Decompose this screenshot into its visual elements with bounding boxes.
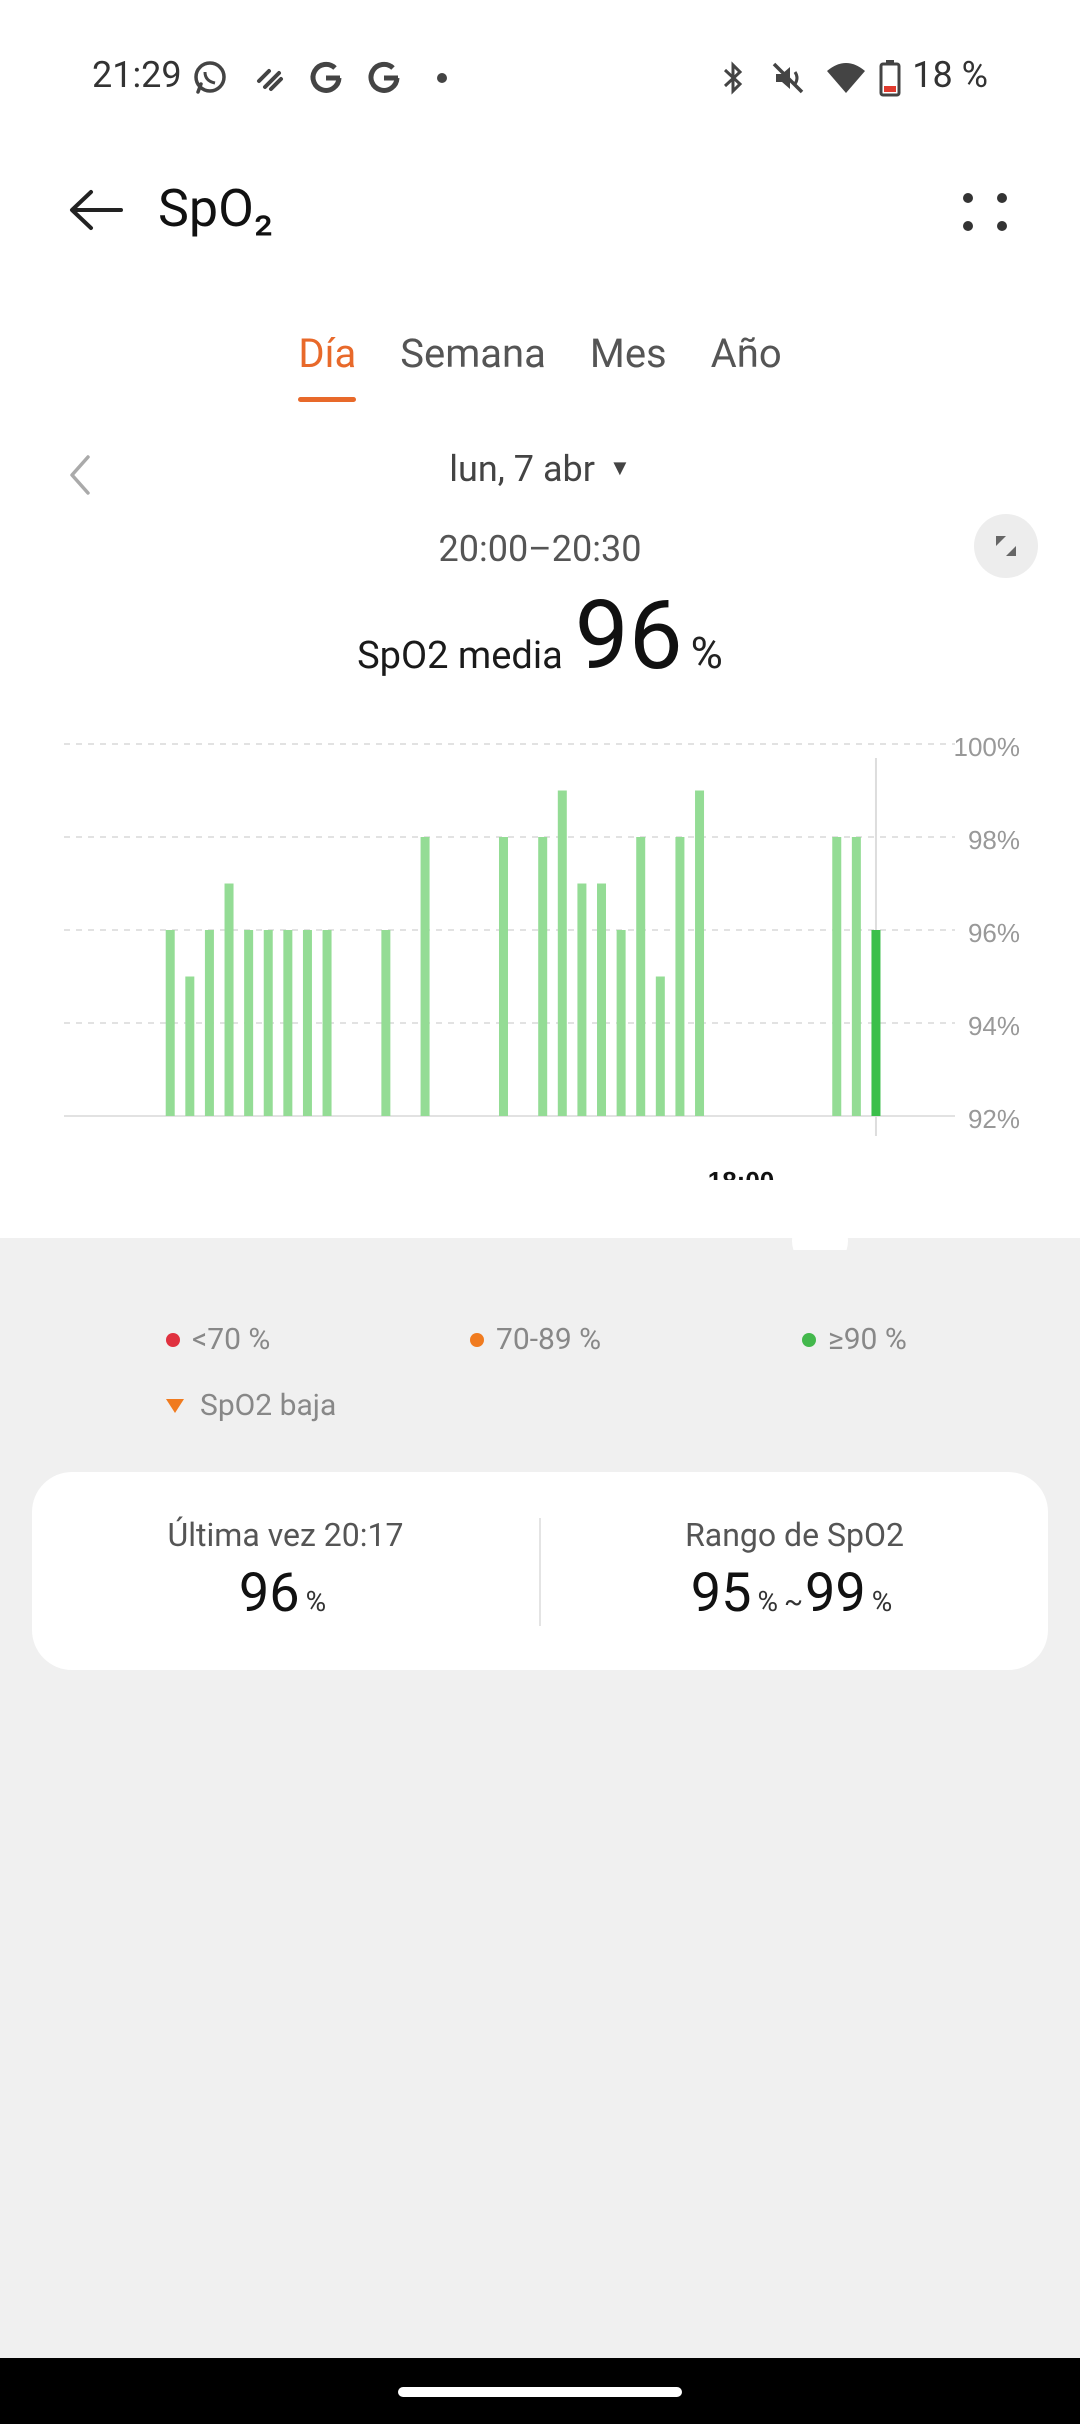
date-selector[interactable]: lun, 7 abr ▼ [0, 448, 1080, 490]
last-reading-label: Última vez 20:17 [167, 1516, 404, 1554]
average-label: SpO2 media [357, 634, 563, 678]
average-summary: SpO2 media 96% [0, 580, 1080, 692]
y-tick-label: 96% [968, 918, 1020, 948]
chart-bar [381, 930, 391, 1116]
chart-bar [204, 930, 214, 1116]
previous-day-button[interactable] [60, 450, 100, 500]
whatsapp-icon [190, 58, 230, 98]
selected-time-range: 20:00–20:30 [438, 528, 642, 570]
chart-bar [165, 930, 175, 1116]
google-icon [306, 58, 346, 98]
red-dot-icon [166, 1332, 180, 1347]
arrow-left-icon [70, 190, 123, 230]
y-tick-label: 92% [968, 1104, 1020, 1134]
battery-icon [876, 58, 904, 98]
triangle-down-icon [166, 1398, 184, 1413]
link-icon [250, 58, 290, 98]
chart-bar [557, 790, 567, 1116]
tab-ano[interactable]: Año [710, 330, 782, 377]
wifi-icon [824, 58, 868, 98]
chart-bar [302, 930, 312, 1116]
page-title: SpO₂ [158, 178, 273, 239]
bluetooth-icon [716, 58, 750, 98]
card-divider [539, 1518, 541, 1626]
last-reading-value-row: 96% [32, 1562, 539, 1625]
chart-bar [597, 883, 607, 1116]
spo2-range: Rango de SpO2 95% ~99% [541, 1516, 1048, 1625]
status-time: 21:29 [92, 54, 182, 96]
chart-bar [263, 930, 273, 1116]
date-label: lun, 7 abr [449, 448, 595, 490]
chart-bar [420, 837, 430, 1116]
legend-mid: 70-89 % [470, 1322, 601, 1357]
period-tabs: Día Semana Mes Año [0, 330, 1080, 410]
chart-bar [871, 930, 881, 1116]
dot-icon [430, 58, 454, 98]
orange-dot-icon [470, 1332, 484, 1347]
chart-bar [851, 837, 861, 1116]
spo2-bar-chart[interactable]: 100%98%96%94%92%0:006:0012:0024:0018:00 [0, 700, 1080, 1240]
legend-low: <70 % [166, 1322, 270, 1357]
last-reading-unit: % [305, 1585, 327, 1618]
google-icon [364, 58, 404, 98]
status-bar: 21:29 18 % [0, 48, 1080, 108]
legend-low-label: <70 % [192, 1322, 271, 1357]
back-button[interactable] [60, 180, 130, 240]
chart-bar [244, 930, 254, 1116]
battery-percent: 18 % [912, 54, 988, 96]
y-tick-label: 94% [968, 1011, 1020, 1041]
legend-mid-label: 70-89 % [496, 1322, 602, 1357]
y-tick-label: 98% [968, 825, 1020, 855]
chart-bar [832, 837, 842, 1116]
tab-semana[interactable]: Semana [400, 330, 546, 377]
spo2-range-separator: ~ [783, 1585, 804, 1618]
average-value: 96 [574, 580, 683, 692]
spo2-range-min-unit: % [757, 1585, 778, 1618]
chart-bar [675, 837, 685, 1116]
legend-high: ≥90 % [802, 1322, 907, 1357]
spo2-range-value-row: 95% ~99% [541, 1562, 1048, 1625]
more-options-button[interactable] [950, 180, 1020, 240]
y-tick-label: 100% [954, 732, 1021, 762]
chart-bar [498, 837, 508, 1116]
average-unit: % [690, 627, 723, 679]
last-reading: Última vez 20:17 96% [32, 1516, 539, 1625]
more-dots-icon [963, 193, 1007, 231]
chart-bar [655, 976, 665, 1116]
chart-bar [538, 837, 548, 1116]
app-header: SpO₂ [0, 170, 1080, 250]
system-nav-bar [0, 2358, 1080, 2424]
time-slider[interactable] [0, 1180, 1080, 1250]
slider-track [0, 1180, 1080, 1238]
home-gesture-bar[interactable] [398, 2387, 682, 2397]
spo2-range-max-unit: % [871, 1585, 893, 1618]
slider-handle[interactable] [792, 1213, 848, 1250]
tab-dia[interactable]: Día [298, 330, 356, 402]
chart-bar [577, 883, 587, 1116]
last-reading-value: 96 [238, 1562, 300, 1625]
spo2-range-label: Rango de SpO2 [685, 1516, 904, 1554]
spo2-range-max: 99 [805, 1562, 866, 1625]
green-dot-icon [802, 1332, 816, 1347]
legend-low-spo2-label: SpO2 baja [200, 1388, 337, 1423]
spo2-range-min: 95 [690, 1562, 752, 1625]
expand-chart-button[interactable] [974, 514, 1038, 578]
tab-mes[interactable]: Mes [589, 330, 667, 377]
chart-bar [185, 976, 195, 1116]
chart-bar [616, 930, 626, 1116]
expand-icon [996, 536, 1016, 556]
chart-bar [283, 930, 293, 1116]
legend-low-spo2: SpO2 baja [166, 1388, 336, 1423]
chart-bar [636, 837, 646, 1116]
chart-bar [695, 790, 705, 1116]
mute-icon [768, 58, 808, 98]
summary-card: Última vez 20:17 96% Rango de SpO2 95% ~9… [32, 1472, 1048, 1670]
caret-down-icon: ▼ [608, 456, 631, 481]
chart-bar [322, 930, 332, 1116]
chart-bar [224, 883, 234, 1116]
legend-high-label: ≥90 % [828, 1322, 907, 1357]
chevron-left-icon [70, 455, 90, 495]
